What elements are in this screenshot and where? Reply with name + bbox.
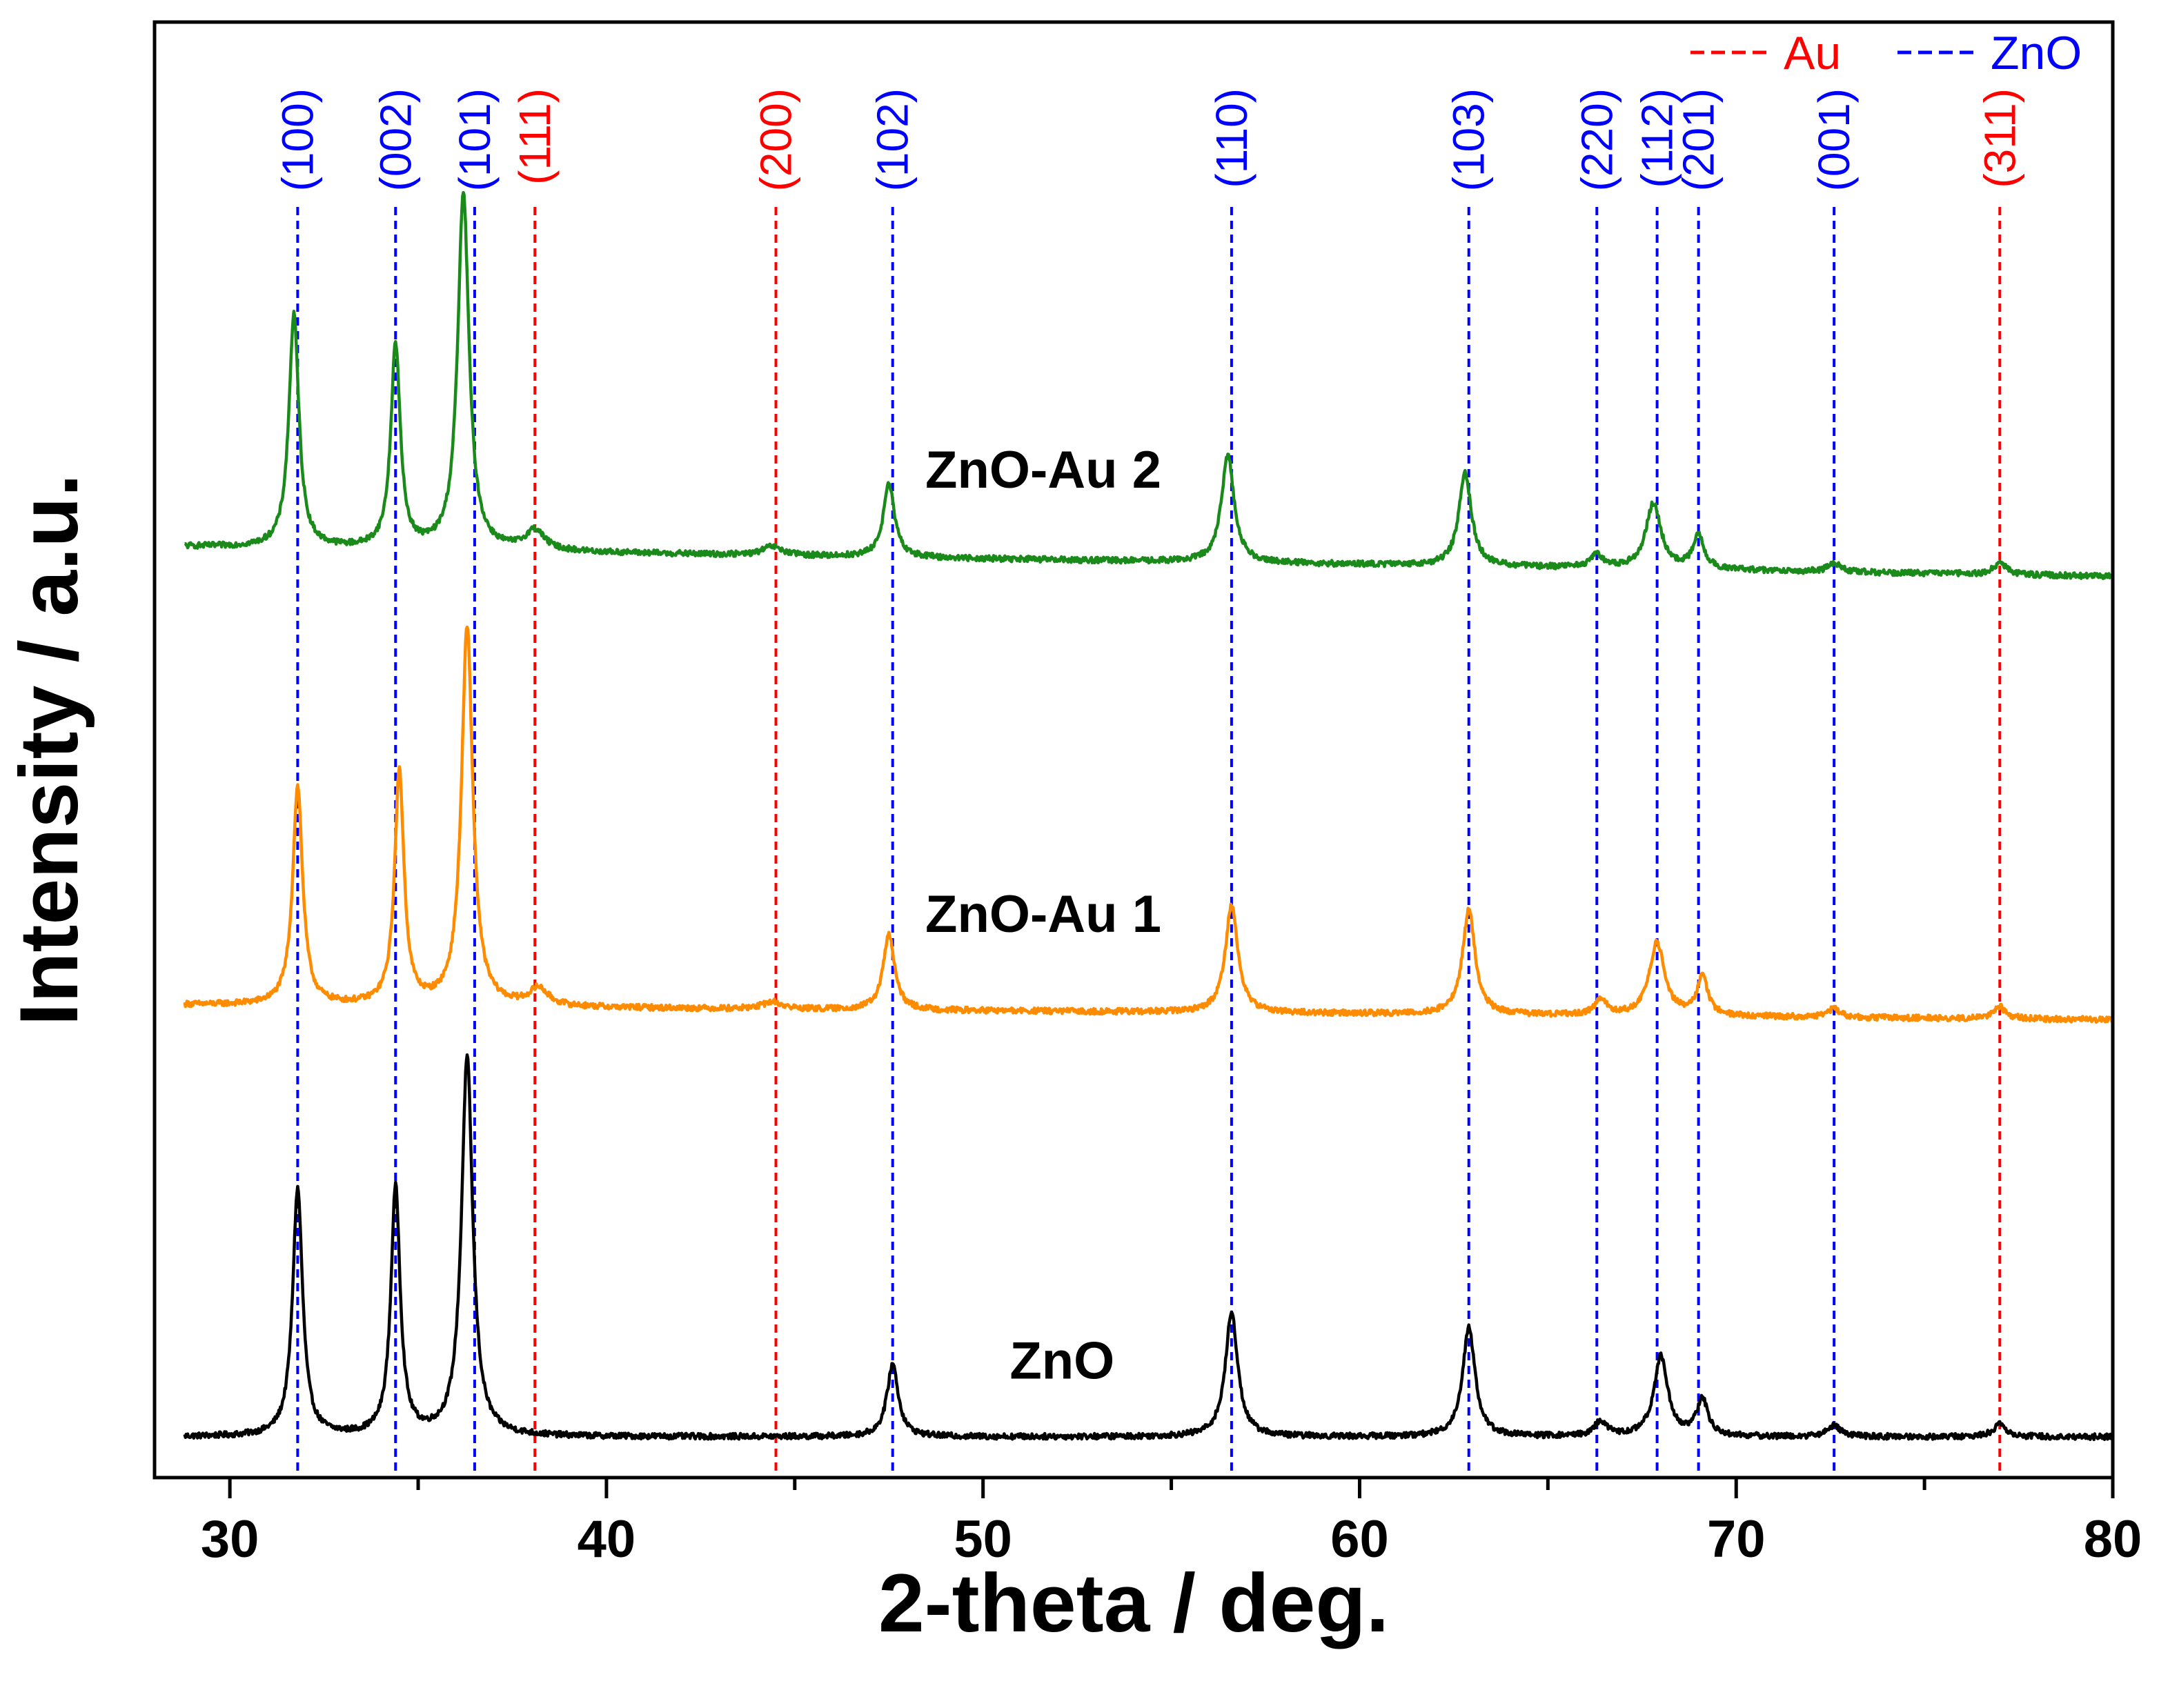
x-tick-label: 40 xyxy=(578,1510,636,1569)
series-lines xyxy=(183,190,2114,1442)
hkl-label: (201) xyxy=(1674,88,1724,191)
hkl-label: (112) xyxy=(1633,88,1682,188)
x-tick-label: 70 xyxy=(1707,1510,1766,1569)
hkl-label: (002) xyxy=(371,88,420,191)
x-tick-label: 50 xyxy=(954,1510,1012,1569)
y-axis-label: Intensity / a.u. xyxy=(3,474,95,1026)
legend-label: ZnO xyxy=(1991,27,2082,79)
hkl-label: (111) xyxy=(510,88,560,185)
hkl-label: (100) xyxy=(273,88,322,191)
chart-text: (100) (002) (101) (111) (200) (102) (110) (103)… xyxy=(3,27,2142,1649)
x-tick-label: 30 xyxy=(201,1510,259,1569)
series-line xyxy=(183,1053,2113,1442)
x-axis-label: 2-theta / deg. xyxy=(878,1557,1389,1649)
series-label: ZnO-Au 2 xyxy=(925,441,1161,499)
reference-lines xyxy=(296,207,2002,1478)
x-tick-label: 60 xyxy=(1330,1510,1389,1569)
hkl-label: (220) xyxy=(1572,88,1621,191)
hkl-label: (102) xyxy=(868,88,918,191)
series-label: ZnO xyxy=(1009,1332,1114,1391)
hkl-label: (200) xyxy=(751,88,801,191)
hkl-label: (101) xyxy=(450,88,500,191)
legend-label: Au xyxy=(1784,27,1841,79)
x-tick-label: 80 xyxy=(2084,1510,2142,1569)
plot-border xyxy=(152,20,2115,1480)
hkl-label: (001) xyxy=(1809,88,1859,191)
hkl-label: (110) xyxy=(1207,88,1256,188)
hkl-label: (311) xyxy=(1975,88,2024,188)
series-line xyxy=(183,625,2114,1024)
series-line xyxy=(184,190,2113,580)
plot-frame xyxy=(152,20,2115,1498)
hkl-label: (103) xyxy=(1444,88,1494,191)
series-label: ZnO-Au 1 xyxy=(925,885,1161,944)
